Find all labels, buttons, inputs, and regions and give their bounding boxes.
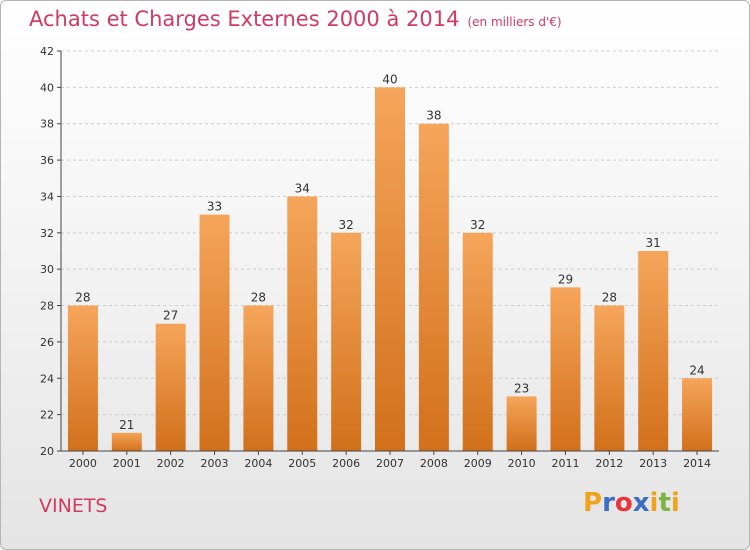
bar [550, 287, 581, 451]
bar-value-label: 31 [646, 236, 661, 250]
logo-letter: x [632, 488, 650, 518]
x-tick-label: 2009 [464, 457, 492, 470]
logo-letter: P [583, 488, 603, 518]
y-tick-label: 34 [40, 190, 54, 203]
x-tick-label: 2000 [69, 457, 97, 470]
bar-value-label: 34 [295, 181, 310, 195]
y-tick-label: 36 [40, 154, 54, 167]
bar-value-label: 28 [251, 291, 266, 305]
bar [155, 323, 186, 451]
logo-letter: t [658, 488, 671, 518]
x-tick-label: 2001 [113, 457, 141, 470]
x-tick-label: 2008 [420, 457, 448, 470]
bar [111, 432, 142, 451]
x-tick-label: 2004 [244, 457, 272, 470]
bar [199, 214, 230, 451]
y-tick-label: 26 [40, 336, 54, 349]
logo-letter: i [670, 488, 680, 518]
proxiti-logo[interactable]: Proxiti [583, 488, 680, 518]
bar [682, 378, 713, 451]
bar [594, 305, 625, 451]
title-unit: (en milliers d'€) [467, 15, 562, 29]
bar-value-label: 32 [338, 218, 353, 232]
bar [638, 251, 669, 451]
bar-value-label: 27 [163, 309, 178, 323]
y-tick-label: 30 [40, 263, 54, 276]
y-tick-label: 38 [40, 118, 54, 131]
bar-value-label: 33 [207, 200, 222, 214]
bars: 28 21 27 33 28 34 32 40 38 32 23 29 28 31 24 [67, 72, 713, 452]
y-tick-label: 20 [40, 445, 54, 458]
x-tick-label: 2012 [595, 457, 623, 470]
y-tick-label: 42 [40, 45, 54, 58]
bar-value-label: 23 [514, 381, 529, 395]
title-main: Achats et Charges Externes 2000 à 2014 [29, 7, 460, 31]
axes: 20 22 24 26 28 30 32 34 36 38 40 42 2000 2001 2002 2003… [40, 45, 719, 470]
bar-value-label: 38 [426, 109, 441, 123]
bar [331, 232, 362, 451]
bar [287, 196, 318, 451]
bar [243, 305, 274, 451]
x-tick-label: 2002 [157, 457, 185, 470]
bar [462, 232, 493, 451]
bar-value-label: 40 [382, 72, 397, 86]
x-tick-label: 2003 [201, 457, 229, 470]
x-tick-label: 2011 [551, 457, 579, 470]
bar-value-label: 28 [602, 291, 617, 305]
y-tick-label: 28 [40, 300, 54, 313]
bar-value-label: 32 [470, 218, 485, 232]
x-tick-label: 2010 [508, 457, 536, 470]
x-tick-label: 2005 [288, 457, 316, 470]
y-tick-label: 32 [40, 227, 54, 240]
y-tick-label: 40 [40, 81, 54, 94]
x-tick-label: 2006 [332, 457, 360, 470]
y-tick-label: 22 [40, 409, 54, 422]
x-tick-label: 2014 [683, 457, 711, 470]
bar-value-label: 28 [75, 291, 90, 305]
bar-value-label: 29 [558, 272, 573, 286]
commune-name: VINETS [39, 495, 108, 517]
y-tick-label: 24 [40, 372, 54, 385]
chart-title: Achats et Charges Externes 2000 à 2014 (e… [29, 7, 562, 31]
x-tick-label: 2013 [639, 457, 667, 470]
bar-value-label: 24 [689, 363, 704, 377]
bar [375, 87, 405, 451]
bar-value-label: 21 [119, 418, 134, 432]
logo-letter: r [602, 488, 615, 518]
logo-letter: o [614, 488, 633, 518]
x-tick-label: 2007 [376, 457, 404, 470]
bar [67, 305, 98, 451]
logo-letter: i [649, 488, 659, 518]
bar [506, 396, 537, 451]
bar [418, 123, 449, 452]
